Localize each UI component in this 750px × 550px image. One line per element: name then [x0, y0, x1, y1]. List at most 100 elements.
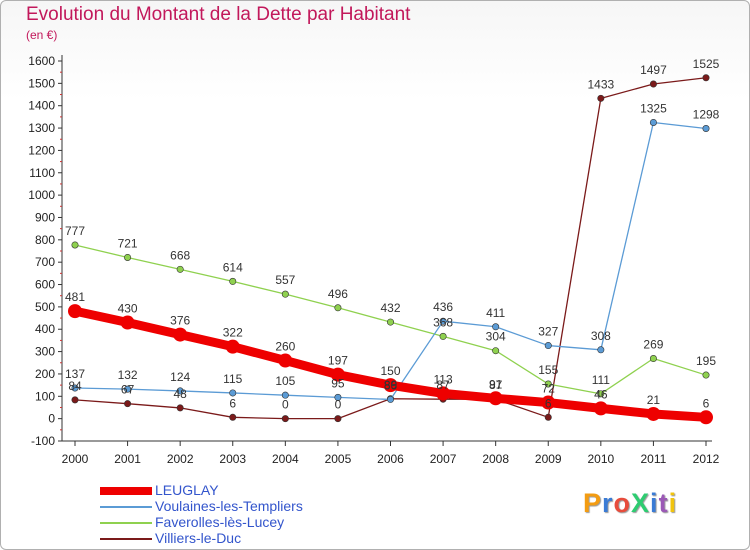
- data-label: 46: [594, 387, 608, 401]
- data-label: 137: [65, 367, 85, 381]
- y-tick-label: 1200: [28, 143, 55, 157]
- data-point: [492, 347, 500, 355]
- data-label: 304: [486, 330, 506, 344]
- y-tick-label: 600: [35, 278, 55, 292]
- data-label: 436: [433, 300, 453, 314]
- data-point: [544, 413, 552, 421]
- x-tick-label: 2008: [482, 452, 509, 466]
- data-label: 1325: [640, 101, 667, 115]
- y-tick-label: 800: [35, 233, 55, 247]
- data-label: 95: [331, 376, 345, 390]
- x-tick-label: 2012: [693, 452, 720, 466]
- data-point: [120, 315, 135, 330]
- data-point: [68, 304, 82, 319]
- data-point: [334, 393, 342, 401]
- data-label: 6: [229, 396, 236, 410]
- data-label: 197: [328, 354, 348, 368]
- data-point: [488, 391, 503, 406]
- x-tick-label: 2007: [430, 452, 457, 466]
- data-label: 1525: [693, 57, 720, 71]
- data-label: 432: [380, 301, 400, 315]
- data-point: [597, 346, 605, 354]
- data-point: [124, 253, 132, 261]
- data-label: 91: [489, 377, 503, 391]
- y-tick-label: 900: [35, 210, 55, 224]
- x-tick-label: 2004: [272, 452, 299, 466]
- data-label: 87: [489, 378, 503, 392]
- legend-swatch: [100, 487, 152, 495]
- y-tick-label: 1500: [28, 76, 55, 90]
- legend-swatch: [100, 522, 152, 524]
- y-tick-label: 1000: [28, 188, 55, 202]
- data-label: 6: [703, 396, 710, 410]
- legend-swatch: [100, 538, 152, 540]
- data-point: [229, 389, 237, 397]
- data-label: 150: [380, 364, 400, 378]
- x-tick-label: 2001: [114, 452, 141, 466]
- data-label: 72: [542, 382, 556, 396]
- data-label: 777: [65, 224, 85, 238]
- x-tick-label: 2000: [62, 452, 89, 466]
- data-label: 105: [275, 374, 295, 388]
- data-label: 0: [282, 398, 289, 412]
- data-point: [281, 415, 289, 423]
- data-point: [229, 413, 237, 421]
- data-point: [646, 406, 661, 421]
- data-point: [281, 290, 289, 298]
- data-label: 557: [275, 273, 295, 287]
- data-label: 430: [118, 302, 138, 316]
- data-point: [649, 80, 657, 88]
- y-tick-label: 100: [35, 389, 55, 403]
- data-point: [702, 371, 710, 379]
- y-tick-label: 1300: [28, 121, 55, 135]
- data-label: 668: [170, 248, 190, 262]
- chart-title: Evolution du Montant de la Dette par Hab…: [26, 4, 411, 25]
- data-label: 1433: [587, 77, 614, 91]
- y-tick-label: 1600: [28, 54, 55, 68]
- legend-label: Voulaines-les-Templiers: [155, 498, 303, 514]
- data-point: [544, 380, 552, 388]
- data-point: [436, 386, 451, 401]
- data-label: 113: [434, 372, 453, 386]
- data-label: 614: [223, 260, 243, 274]
- data-point: [597, 390, 605, 398]
- data-point: [330, 367, 345, 382]
- data-label: 0: [335, 398, 342, 412]
- data-label: 411: [486, 306, 505, 320]
- data-point: [492, 323, 500, 331]
- data-point: [281, 391, 289, 399]
- data-label: 21: [647, 393, 661, 407]
- data-point: [173, 327, 188, 342]
- legend-label: Villiers-le-Duc: [155, 530, 242, 546]
- data-point: [334, 415, 342, 423]
- data-point: [439, 332, 447, 340]
- x-tick-label: 2011: [641, 452, 667, 466]
- legend-label: Faverolles-lès-Lucey: [155, 514, 285, 530]
- y-tick-label: 300: [35, 345, 55, 359]
- data-label: 1497: [640, 63, 667, 77]
- data-point: [544, 342, 552, 350]
- data-point: [176, 265, 184, 273]
- data-point: [702, 74, 710, 82]
- x-tick-label: 2005: [325, 452, 352, 466]
- y-tick-label: 1400: [28, 99, 55, 113]
- data-label: 496: [328, 287, 348, 301]
- data-point: [71, 241, 79, 249]
- data-label: 368: [433, 315, 453, 329]
- data-label: 48: [173, 387, 187, 401]
- data-point: [649, 118, 657, 126]
- data-label: 87: [436, 378, 450, 392]
- data-label: 124: [170, 370, 190, 384]
- x-tick-label: 2003: [219, 452, 246, 466]
- data-point: [593, 401, 608, 416]
- data-label: 269: [643, 338, 663, 352]
- data-label: 67: [121, 383, 135, 397]
- data-point: [699, 410, 713, 425]
- chart-subtitle: (en €): [26, 28, 58, 42]
- y-tick-label: 700: [35, 255, 55, 269]
- data-label: 1298: [693, 108, 720, 122]
- data-label: 132: [118, 368, 138, 382]
- data-point: [439, 317, 447, 325]
- legend-label: LEUGLAY: [155, 482, 219, 498]
- data-label: 481: [65, 290, 85, 304]
